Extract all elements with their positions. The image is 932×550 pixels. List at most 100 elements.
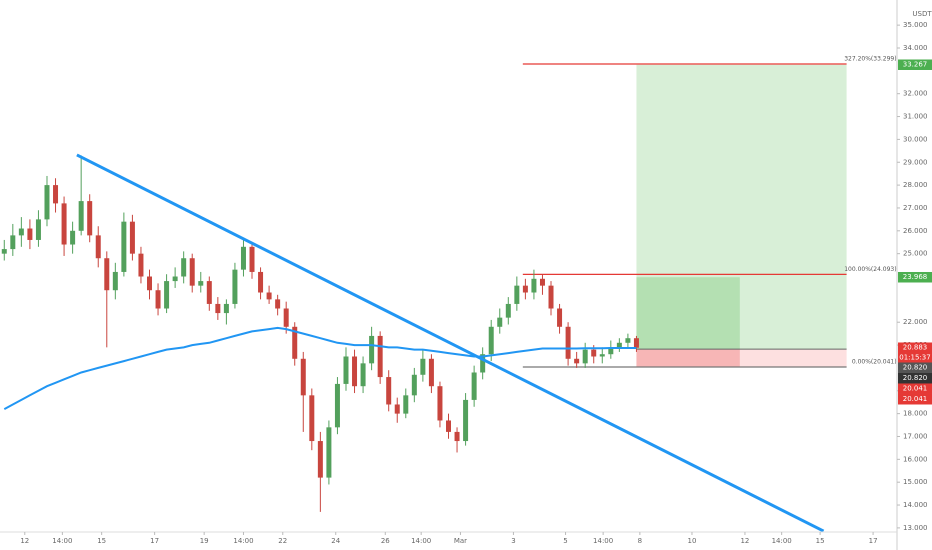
candle-body — [608, 347, 614, 355]
y-tick-label: 34.000 — [903, 44, 928, 52]
unit-label: USDT — [912, 10, 932, 18]
candle-body — [488, 326, 494, 355]
candle-body — [437, 386, 443, 421]
candle-body — [35, 219, 41, 240]
price-label-box — [898, 59, 932, 70]
stop-hit-zone — [636, 349, 740, 367]
y-tick-label: 35.000 — [903, 21, 928, 29]
candle-body — [104, 258, 110, 291]
x-tick-label: 14:00 — [593, 537, 613, 545]
fib-label: 100.00%(24.093) — [844, 266, 896, 273]
candle-body — [480, 354, 486, 373]
candle-body — [53, 185, 59, 204]
candle-body — [625, 338, 631, 343]
candle-body — [240, 246, 246, 270]
candle-body — [258, 271, 264, 293]
candle-body — [206, 281, 212, 304]
fib-label: 0.00%(20.041) — [852, 358, 897, 365]
x-tick-label: 3 — [511, 537, 515, 545]
price-label-box — [898, 383, 932, 394]
x-tick-label: 5 — [563, 537, 567, 545]
candle-body — [198, 281, 204, 286]
reached-zone — [636, 277, 740, 350]
candle-body — [78, 201, 84, 231]
x-tick-label: 12 — [20, 537, 29, 545]
candle-body — [386, 377, 392, 405]
candle-body — [369, 335, 375, 364]
candle-body — [522, 285, 528, 293]
x-tick-label: 14:00 — [52, 537, 72, 545]
candle-body — [292, 326, 298, 359]
candle-body — [360, 363, 366, 387]
candle-body — [403, 395, 409, 414]
y-tick-label: 13.000 — [903, 524, 928, 532]
candle-body — [70, 230, 76, 245]
x-tick-label: 14:00 — [411, 537, 431, 545]
candle-body — [95, 235, 101, 259]
price-label: 20.820 — [903, 374, 928, 382]
candle-body — [557, 308, 563, 327]
fib-label: 327.20%(33.299) — [844, 56, 896, 63]
x-tick-label: 24 — [331, 537, 340, 545]
y-tick-label: 30.000 — [903, 135, 928, 143]
candle-body — [155, 290, 161, 309]
candle-body — [249, 246, 255, 272]
x-tick-label: 17 — [150, 537, 159, 545]
y-tick-label: 26.000 — [903, 227, 928, 235]
price-label-box — [898, 393, 932, 405]
price-label: 20.041 — [903, 385, 928, 393]
x-tick-label: 14:00 — [233, 537, 253, 545]
candle-body — [334, 383, 340, 428]
y-tick-label: 25.000 — [903, 250, 928, 258]
candle-body — [548, 285, 554, 309]
candle-body — [61, 203, 67, 245]
candle-body — [471, 372, 477, 400]
candle-body — [1, 249, 7, 254]
candle-body — [112, 271, 118, 291]
candle-body — [531, 278, 537, 293]
candle-body — [539, 278, 545, 286]
candle-body — [377, 335, 383, 378]
x-tick-label: 26 — [381, 537, 390, 545]
countdown: 01:15:37 — [899, 353, 930, 361]
x-tick-label: 14:00 — [772, 537, 792, 545]
price-label-box — [898, 372, 932, 384]
price-label: 20.041 — [903, 395, 928, 403]
candle-body — [181, 258, 187, 277]
candle-body — [164, 281, 170, 309]
x-tick-label: 22 — [278, 537, 287, 545]
moving-average — [3, 326, 637, 410]
candle-body — [275, 299, 281, 309]
candle-body — [428, 358, 434, 387]
candle-body — [420, 358, 426, 375]
candle-body — [10, 235, 16, 250]
candle-body — [454, 431, 460, 442]
candle-body — [18, 228, 24, 236]
candle-body — [44, 185, 50, 220]
candle-body — [394, 404, 400, 414]
candle-body — [309, 395, 315, 442]
y-tick-label: 29.000 — [903, 158, 928, 166]
candle-body — [223, 303, 229, 314]
y-tick-label: 27.000 — [903, 204, 928, 212]
candle-body — [326, 427, 332, 478]
x-tick-label: 8 — [638, 537, 642, 545]
candle-body — [129, 221, 135, 254]
candle-body — [27, 228, 33, 240]
candle-body — [616, 342, 622, 348]
candle-body — [591, 349, 597, 357]
price-label: 20.883 — [903, 344, 928, 352]
y-tick-label: 18.000 — [903, 410, 928, 418]
candle-body — [215, 303, 221, 314]
candle-body — [138, 253, 144, 277]
price-label: 20.820 — [903, 364, 928, 372]
x-tick-label: 15 — [816, 537, 825, 545]
candle-body — [317, 441, 323, 478]
y-tick-label: 16.000 — [903, 455, 928, 463]
candle-body — [463, 399, 469, 442]
candle-body — [189, 258, 195, 286]
x-tick-label: 12 — [740, 537, 749, 545]
price-label: 33.267 — [903, 61, 928, 69]
y-tick-label: 31.000 — [903, 113, 928, 121]
